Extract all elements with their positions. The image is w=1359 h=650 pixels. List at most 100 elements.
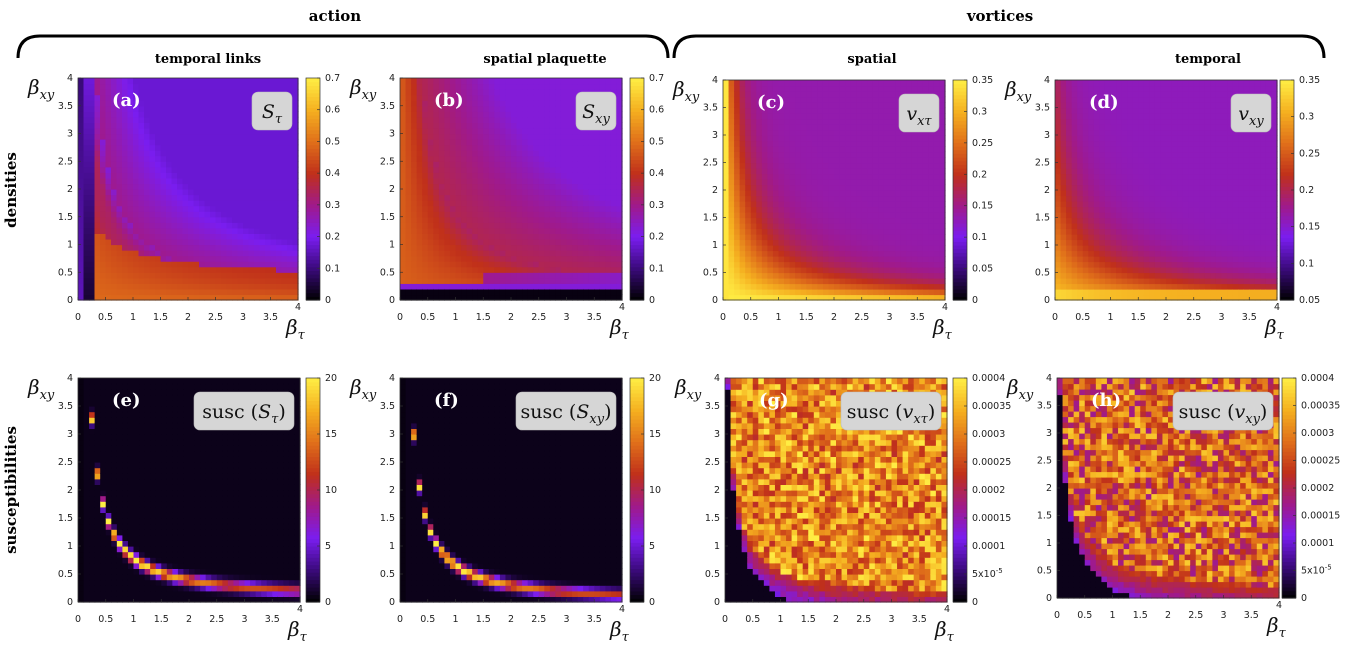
heatmap-cell xyxy=(928,173,935,180)
heatmap-cell xyxy=(483,272,490,279)
heatmap-cell xyxy=(461,277,468,284)
heatmap-cell xyxy=(259,261,266,268)
heatmap-cell xyxy=(422,261,429,268)
heatmap-cell xyxy=(427,94,434,101)
heatmap-cell xyxy=(287,211,294,218)
heatmap-cell xyxy=(422,183,429,190)
heatmap-cell xyxy=(427,255,434,262)
heatmap-cell xyxy=(422,189,429,196)
heatmap-cell xyxy=(861,278,868,285)
heatmap-cell xyxy=(745,190,752,197)
heatmap-cell xyxy=(516,233,523,240)
heatmap-cell xyxy=(188,283,195,290)
heatmap-cell xyxy=(483,261,490,268)
heatmap-cell xyxy=(188,139,195,146)
heatmap-cell xyxy=(922,179,929,186)
heatmap-cell xyxy=(193,78,200,85)
heatmap-cell xyxy=(292,294,299,301)
heatmap-cell xyxy=(734,80,741,87)
heatmap-cell xyxy=(455,189,462,196)
heatmap-cell xyxy=(784,151,791,158)
heatmap-cell xyxy=(756,206,763,213)
heatmap-cell xyxy=(806,113,813,120)
heatmap-cell xyxy=(105,133,112,140)
heatmap-cell xyxy=(166,127,173,135)
heatmap-cell xyxy=(292,83,299,90)
heatmap-cell xyxy=(872,261,879,268)
heatmap-cell xyxy=(89,183,96,190)
heatmap-cell xyxy=(511,288,518,296)
y-tick-label: 0 xyxy=(389,295,395,306)
heatmap-cell xyxy=(237,150,244,157)
heatmap-cell xyxy=(745,195,752,202)
heatmap-cell xyxy=(784,107,791,114)
heatmap-cell xyxy=(778,173,785,180)
heatmap-cell xyxy=(772,151,780,158)
heatmap-cell xyxy=(160,277,167,284)
heatmap-cell xyxy=(116,216,123,223)
heatmap-cell xyxy=(922,234,929,241)
heatmap-cell xyxy=(193,194,200,201)
heatmap-cell xyxy=(182,288,189,296)
heatmap-cell xyxy=(111,288,118,296)
heatmap-cell xyxy=(911,245,918,252)
heatmap-cell xyxy=(599,139,606,146)
heatmap-cell xyxy=(461,166,468,173)
heatmap-cell xyxy=(933,245,941,252)
heatmap-cell xyxy=(483,166,490,173)
heatmap-cell xyxy=(237,111,244,118)
heatmap-cell xyxy=(505,194,512,201)
heatmap-cell xyxy=(911,173,918,180)
heatmap-cell xyxy=(400,255,407,262)
heatmap-cell xyxy=(928,85,935,92)
heatmap-cell xyxy=(133,238,140,246)
heatmap-cell xyxy=(577,222,584,229)
heatmap-cell xyxy=(292,155,299,162)
heatmap-cell xyxy=(723,278,730,285)
heatmap-cell xyxy=(723,146,730,153)
heatmap-cell xyxy=(221,139,228,146)
heatmap-cell xyxy=(560,100,568,107)
heatmap-cell xyxy=(605,155,612,162)
heatmap-cell xyxy=(745,283,752,290)
heatmap-cell xyxy=(610,288,618,296)
heatmap-cell xyxy=(111,205,118,212)
heatmap-cell xyxy=(800,129,807,136)
heatmap-cell xyxy=(232,105,239,112)
heatmap-cell xyxy=(78,200,85,207)
heatmap-cell xyxy=(444,89,451,96)
heatmap-cell xyxy=(828,96,835,103)
heatmap-cell xyxy=(405,105,412,112)
heatmap-cell xyxy=(254,250,261,257)
heatmap-cell xyxy=(494,288,501,296)
heatmap-cell xyxy=(811,157,818,164)
heatmap-cell xyxy=(411,78,418,85)
heatmap-cell xyxy=(734,245,741,252)
heatmap-cell xyxy=(78,105,85,112)
heatmap-cell xyxy=(800,206,807,213)
heatmap-cell xyxy=(533,166,540,173)
heatmap-cell xyxy=(572,205,579,212)
heatmap-cell xyxy=(555,288,562,296)
heatmap-cell xyxy=(895,234,902,241)
heatmap-cell xyxy=(111,139,118,146)
heatmap-cell xyxy=(281,189,288,196)
heatmap-cell xyxy=(78,133,85,140)
heatmap-cell xyxy=(127,166,134,173)
heatmap-cell xyxy=(204,144,211,151)
heatmap-cell xyxy=(160,127,167,135)
heatmap-cell xyxy=(872,151,879,158)
heatmap-cell xyxy=(461,238,468,246)
heatmap-cell xyxy=(265,83,272,90)
heatmap-cell xyxy=(560,83,568,90)
colorbar-cell xyxy=(630,155,644,160)
heatmap-cell xyxy=(193,105,200,112)
heatmap-cell xyxy=(828,162,835,169)
heatmap-cell xyxy=(772,267,780,274)
heatmap-cell xyxy=(739,157,746,164)
heatmap-cell xyxy=(917,223,924,230)
x-tick-label: 3 xyxy=(563,312,569,323)
heatmap-cell xyxy=(845,212,852,219)
heatmap-cell xyxy=(215,227,222,234)
heatmap-cell xyxy=(83,78,90,85)
